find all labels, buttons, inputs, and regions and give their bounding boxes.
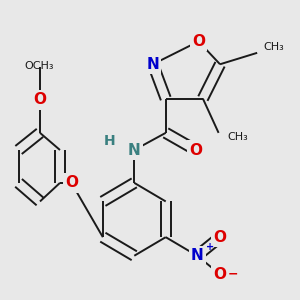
Text: H: H bbox=[103, 134, 115, 148]
Text: H: H bbox=[103, 134, 115, 148]
Text: N: N bbox=[146, 57, 159, 72]
Text: O: O bbox=[214, 230, 226, 245]
Text: O: O bbox=[65, 176, 78, 190]
Text: O: O bbox=[192, 34, 205, 49]
Text: O: O bbox=[189, 142, 202, 158]
Text: O: O bbox=[34, 92, 46, 107]
Text: OCH₃: OCH₃ bbox=[24, 61, 54, 71]
Text: CH₃: CH₃ bbox=[263, 42, 284, 52]
Text: N: N bbox=[128, 142, 141, 158]
Text: −: − bbox=[228, 268, 238, 281]
Text: CH₃: CH₃ bbox=[227, 132, 248, 142]
Text: +: + bbox=[206, 242, 214, 252]
Text: N: N bbox=[191, 248, 203, 263]
Text: O: O bbox=[214, 267, 226, 282]
